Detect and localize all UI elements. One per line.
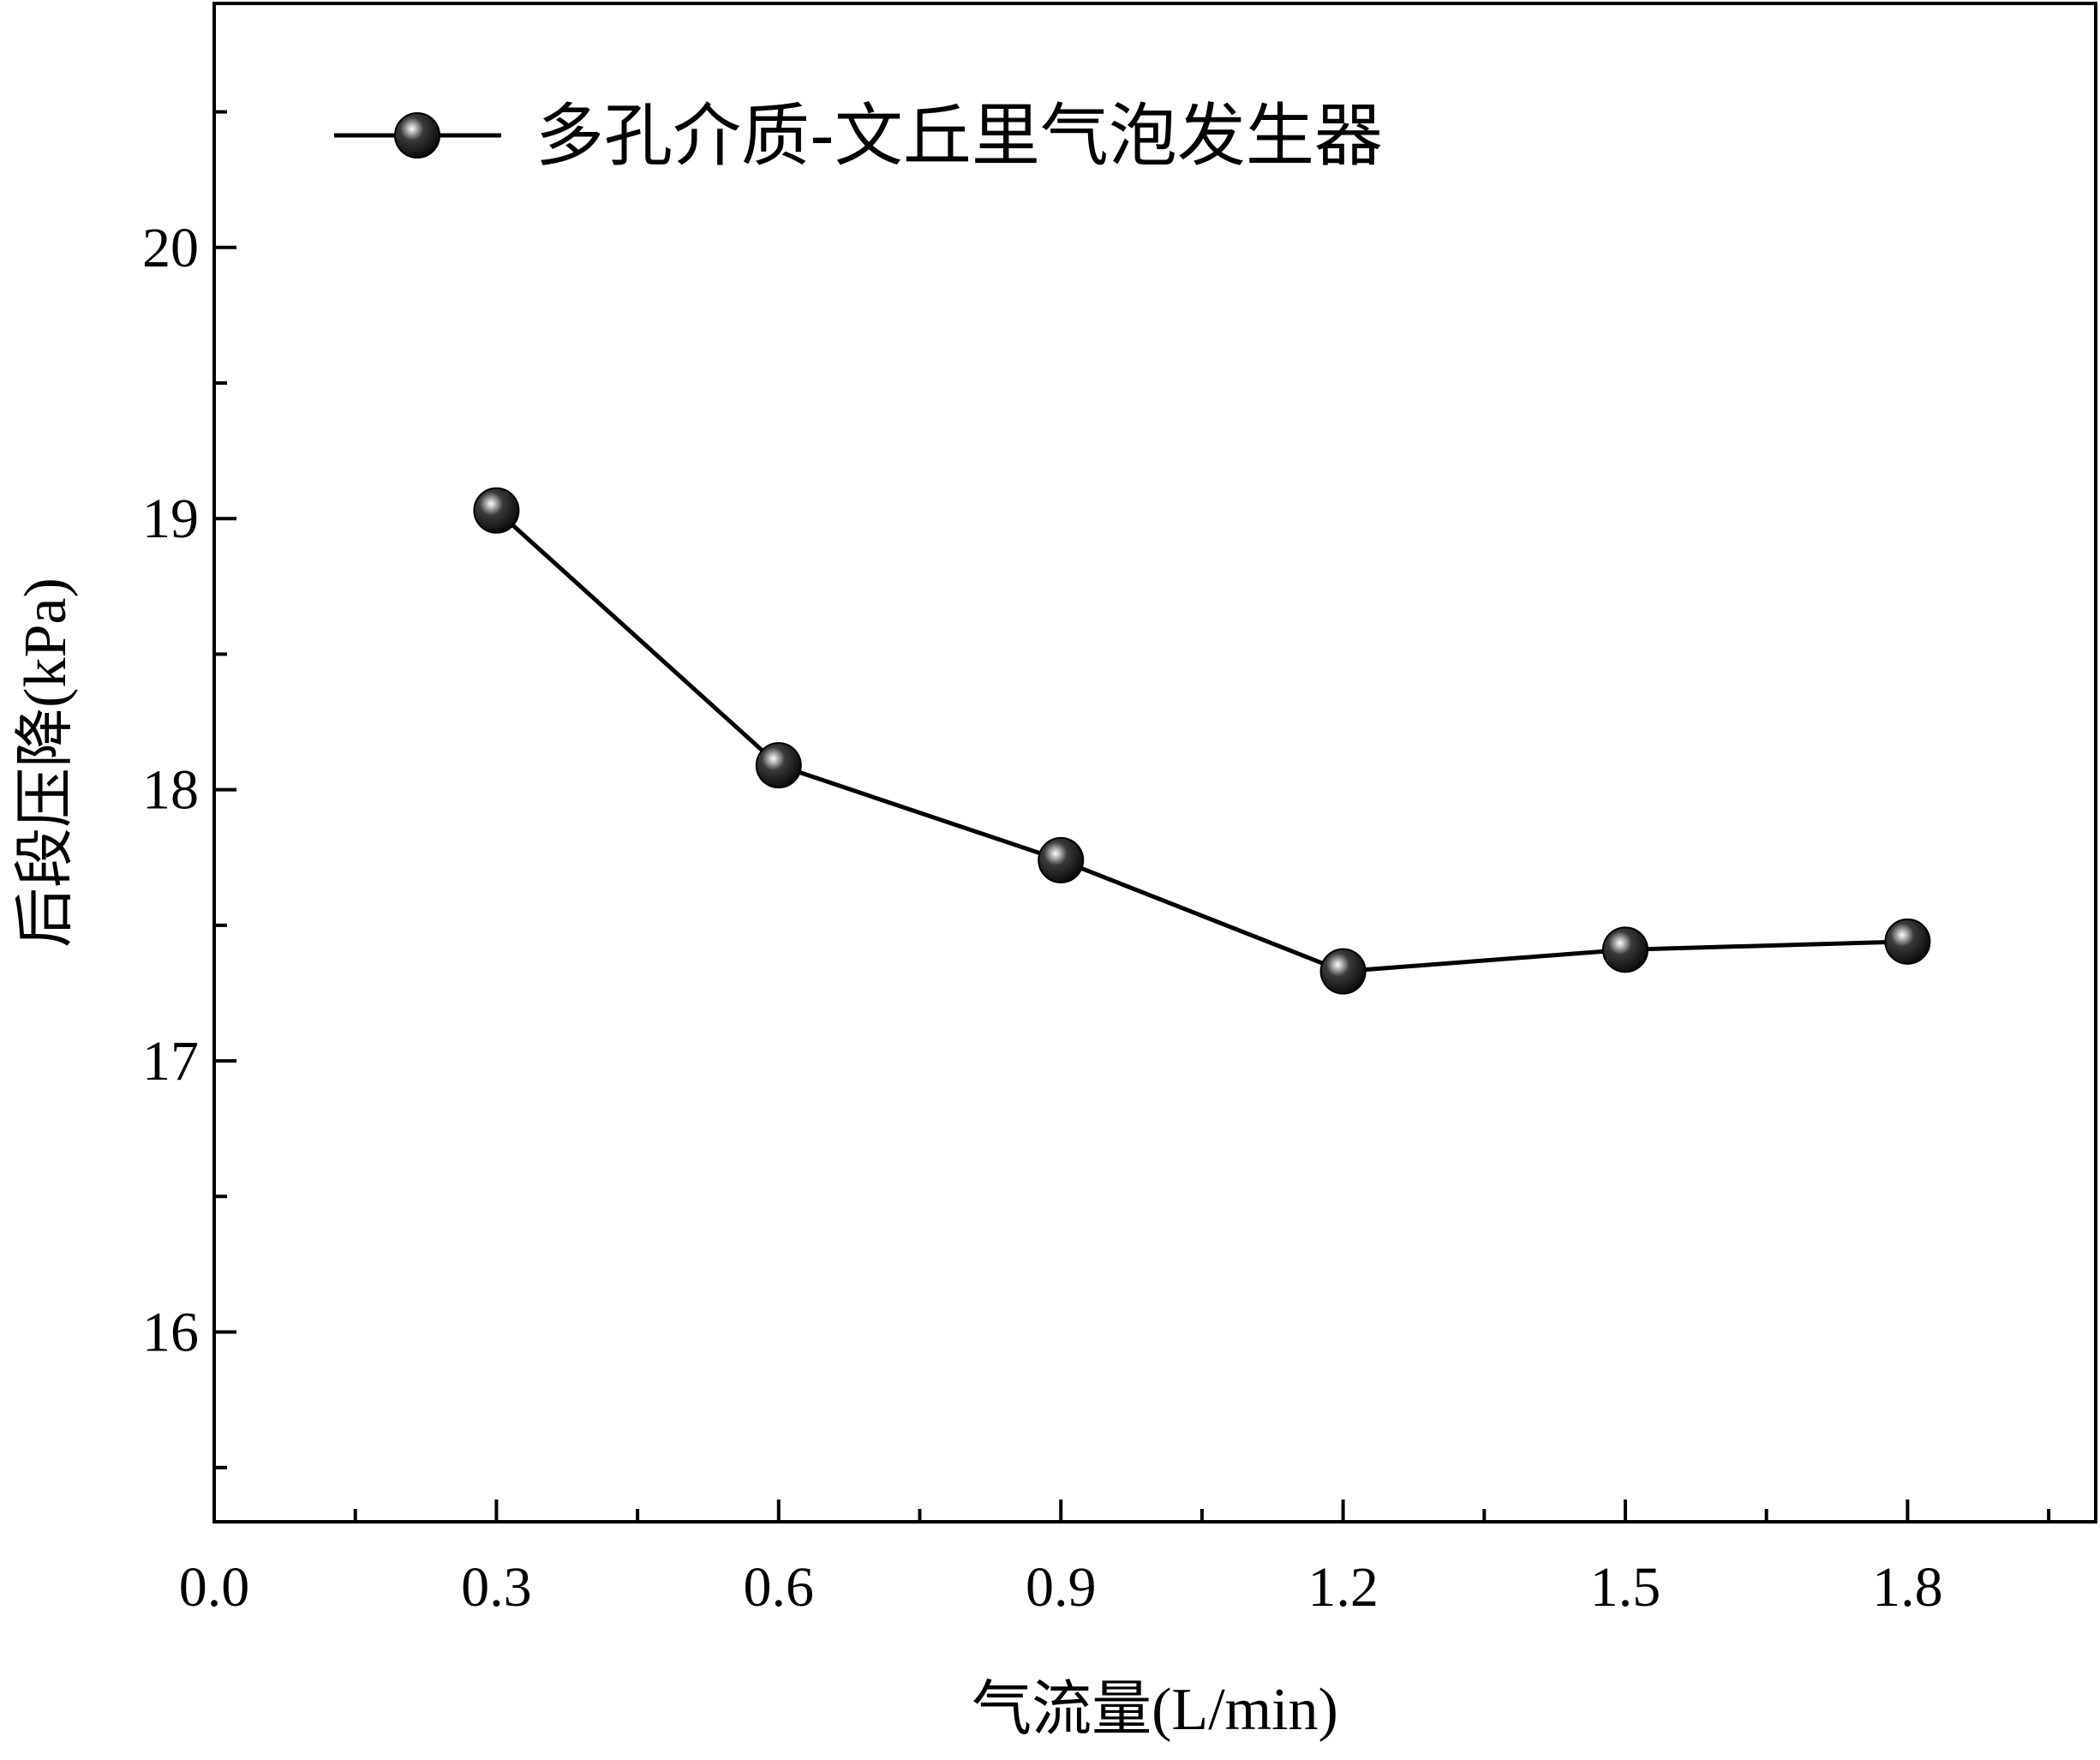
x-tick-label: 0.0: [179, 1556, 250, 1619]
data-point: [1602, 926, 1648, 973]
x-tick-label: 1.5: [1590, 1556, 1661, 1619]
x-tick-label: 1.8: [1872, 1556, 1943, 1619]
series-line: [494, 508, 1908, 974]
y-tick-label: 18: [142, 759, 199, 822]
y-tick-label: 16: [142, 1302, 199, 1364]
series-layer: [473, 487, 1931, 995]
data-point: [473, 487, 520, 534]
legend-marker: [394, 112, 440, 159]
x-tick-label: 0.3: [461, 1556, 532, 1619]
legend-label: 多孔介质-文丘里气泡发生器: [535, 96, 1383, 176]
x-axis-ticks: 0.0 0.3 0.6 0.9 1.2 1.5 1.8: [179, 1500, 2051, 1619]
y-tick-label: 19: [142, 488, 199, 550]
y-tick-label: 17: [142, 1030, 199, 1093]
plot-frame: [212, 2, 2097, 1524]
y-tick-label: 20: [142, 217, 199, 279]
x-tick-label: 1.2: [1307, 1556, 1379, 1619]
y-axis-title: 后段压降(kPa): [13, 578, 79, 948]
x-tick-label: 0.6: [744, 1556, 815, 1619]
data-point: [755, 742, 802, 789]
y-axis-ticks: 16 17 18 19 20: [142, 110, 236, 1470]
x-tick-label: 0.9: [1026, 1556, 1097, 1619]
data-point: [1038, 836, 1085, 883]
legend: 多孔介质-文丘里气泡发生器: [334, 96, 1383, 176]
x-axis-title: 气流量(L/min): [972, 1677, 1338, 1743]
data-point: [1884, 918, 1931, 965]
data-point: [1319, 948, 1367, 995]
